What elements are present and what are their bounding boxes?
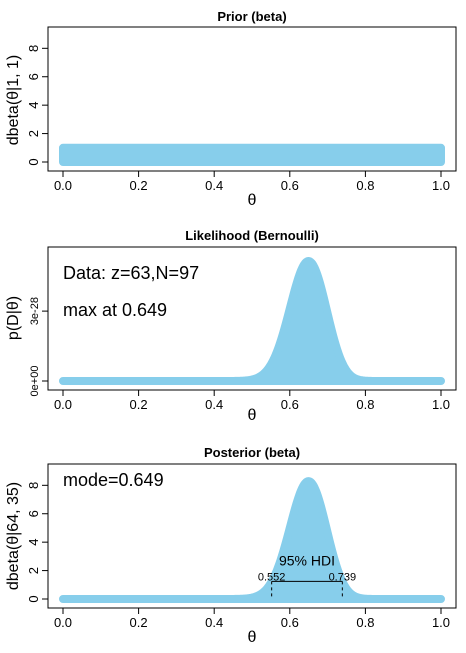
posterior-y-tick-label: 8 xyxy=(26,482,41,489)
likelihood-x-tick-label: 0.8 xyxy=(356,397,374,412)
prior-y-tick-label: 6 xyxy=(26,73,41,80)
prior-y-axis: 0 2 4 6 8 xyxy=(26,45,49,166)
posterior-x-label: θ xyxy=(248,629,257,646)
likelihood-y-label: p(D|θ) xyxy=(5,296,22,340)
posterior-y-tick-label: 2 xyxy=(26,567,41,574)
hdi-low-label: 0.552 xyxy=(258,571,286,583)
likelihood-x-label: θ xyxy=(248,407,257,424)
posterior-x-tick-label: 0.4 xyxy=(205,615,223,630)
prior-x-axis: 0.0 0.2 0.4 0.6 0.8 1.0 xyxy=(54,170,450,193)
hdi-label: 95% HDI xyxy=(279,552,335,568)
likelihood-area xyxy=(59,257,445,385)
prior-y-tick-label: 2 xyxy=(26,130,41,137)
posterior-x-tick-label: 0.0 xyxy=(54,615,72,630)
posterior-y-axis: 0 2 4 6 8 xyxy=(26,482,49,603)
prior-density-area xyxy=(59,143,445,166)
prior-x-tick-label: 0.8 xyxy=(356,178,374,193)
posterior-x-tick-label: 0.8 xyxy=(356,615,374,630)
prior-y-label: dbeta(θ|1, 1) xyxy=(5,55,22,145)
posterior-x-tick-label: 0.2 xyxy=(130,615,148,630)
prior-area-path xyxy=(59,143,445,166)
posterior-y-tick-label: 0 xyxy=(26,595,41,602)
posterior-mode-annotation: mode=0.649 xyxy=(63,470,164,490)
prior-y-tick-label: 0 xyxy=(26,158,41,165)
posterior-y-label: dbeta(θ|64, 35) xyxy=(5,482,22,590)
likelihood-y-axis: 0e+00 3e-28 xyxy=(29,297,49,397)
prior-x-tick-label: 0.2 xyxy=(130,178,148,193)
likelihood-x-tick-label: 0.2 xyxy=(130,397,148,412)
posterior-hdi: 95% HDI 0.552 0.739 xyxy=(258,552,356,599)
prior-y-tick-label: 4 xyxy=(26,102,41,109)
posterior-y-tick-label: 4 xyxy=(26,539,41,546)
posterior-title: Posterior (beta) xyxy=(204,445,300,460)
likelihood-area-path xyxy=(59,257,445,385)
posterior-density-area xyxy=(59,477,445,603)
likelihood-y-tick-label: 0e+00 xyxy=(29,366,41,397)
likelihood-panel: Likelihood (Bernoulli) 0.0 0.2 0.4 0.6 0.8 1.… xyxy=(5,228,457,424)
prior-x-label: θ xyxy=(248,192,257,209)
prior-title: Prior (beta) xyxy=(217,9,286,24)
likelihood-title: Likelihood (Bernoulli) xyxy=(185,228,319,243)
prior-x-tick-label: 1.0 xyxy=(432,178,450,193)
likelihood-y-tick-label: 3e-28 xyxy=(29,297,41,325)
prior-x-tick-label: 0.0 xyxy=(54,178,72,193)
likelihood-data-annotation: Data: z=63,N=97 xyxy=(63,263,199,283)
posterior-y-tick-label: 6 xyxy=(26,510,41,517)
likelihood-x-tick-label: 0.0 xyxy=(54,397,72,412)
posterior-x-tick-label: 1.0 xyxy=(432,615,450,630)
likelihood-x-tick-label: 0.6 xyxy=(281,397,299,412)
prior-x-tick-label: 0.6 xyxy=(281,178,299,193)
likelihood-max-annotation: max at 0.649 xyxy=(63,300,167,320)
posterior-area-path xyxy=(59,477,445,603)
posterior-x-axis: 0.0 0.2 0.4 0.6 0.8 1.0 xyxy=(54,607,450,630)
likelihood-x-tick-label: 1.0 xyxy=(432,397,450,412)
prior-x-tick-label: 0.4 xyxy=(205,178,223,193)
likelihood-x-tick-label: 0.4 xyxy=(205,397,223,412)
hdi-high-label: 0.739 xyxy=(329,571,357,583)
prior-y-tick-label: 8 xyxy=(26,45,41,52)
posterior-x-tick-label: 0.6 xyxy=(281,615,299,630)
likelihood-x-axis: 0.0 0.2 0.4 0.6 0.8 1.0 xyxy=(54,389,450,412)
